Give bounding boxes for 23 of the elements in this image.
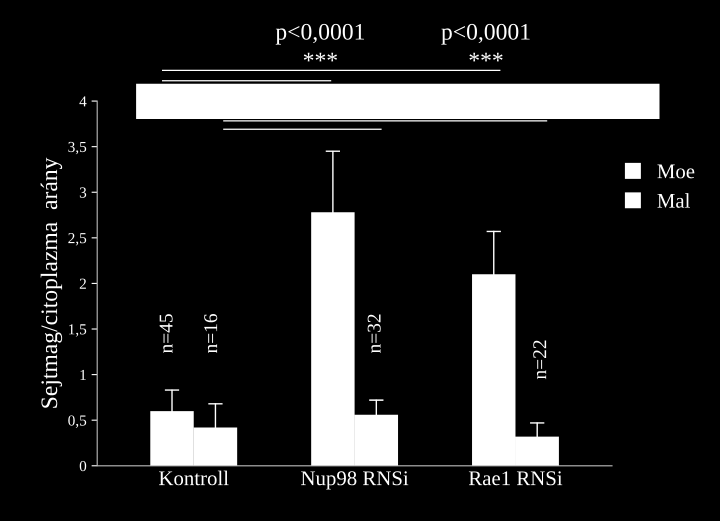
y-tick-label: 2	[80, 278, 86, 289]
annotation: n=16	[204, 314, 218, 354]
legend-label: Mal	[657, 193, 690, 208]
y-tick-label: 0,5	[68, 415, 86, 428]
y-axis-title: Sejtmag/citoplazma arány	[40, 158, 62, 408]
legend-label: Moe	[657, 164, 694, 178]
annotation: n=32	[368, 314, 381, 354]
text: ***	[304, 52, 337, 62]
annotation: n=45	[160, 314, 173, 354]
y-tick-label: 1,5	[69, 324, 86, 337]
y-tick-label: 0	[80, 460, 86, 472]
y-tick-label: 3,5	[68, 142, 86, 154]
y-tick-label: 2,5	[68, 233, 86, 246]
x-tick-label: Kontroll	[159, 470, 229, 486]
y-tick-label: 4	[79, 96, 87, 106]
y-tick-label: 1	[80, 370, 86, 380]
text: p<0,0001	[276, 24, 364, 45]
annotation: n=22	[533, 340, 546, 380]
text: ***	[469, 52, 503, 62]
y-tick-label: 3	[80, 187, 86, 198]
x-tick-label: Rae1 RNSi	[468, 471, 562, 486]
x-tick-label: Nup98 RNSi	[301, 471, 408, 490]
text: p<0,0001	[441, 24, 530, 45]
